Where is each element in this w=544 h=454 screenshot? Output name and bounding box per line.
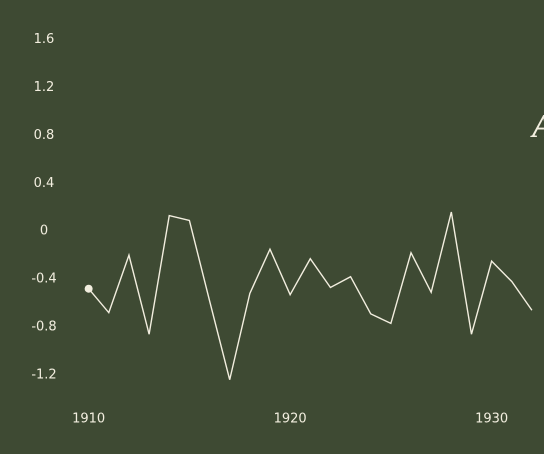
y-tick-label: 1.2 xyxy=(34,80,55,95)
y-tick-label: -1.2 xyxy=(31,367,56,382)
data-line xyxy=(88,211,533,380)
x-tick-label: 1930 xyxy=(475,412,508,427)
point-marker xyxy=(84,284,93,293)
y-tick-label: 1.6 xyxy=(34,32,55,47)
y-tick-label: 0 xyxy=(40,224,48,239)
y-tick-label: 0.4 xyxy=(34,176,55,191)
y-tick-label: 0.8 xyxy=(34,128,55,143)
x-tick-label: 1920 xyxy=(274,412,307,427)
annotation: A xyxy=(530,108,544,145)
x-tick-label: 1910 xyxy=(72,412,105,427)
y-tick-label: -0.8 xyxy=(31,320,56,335)
y-tick-label: -0.4 xyxy=(31,272,56,287)
